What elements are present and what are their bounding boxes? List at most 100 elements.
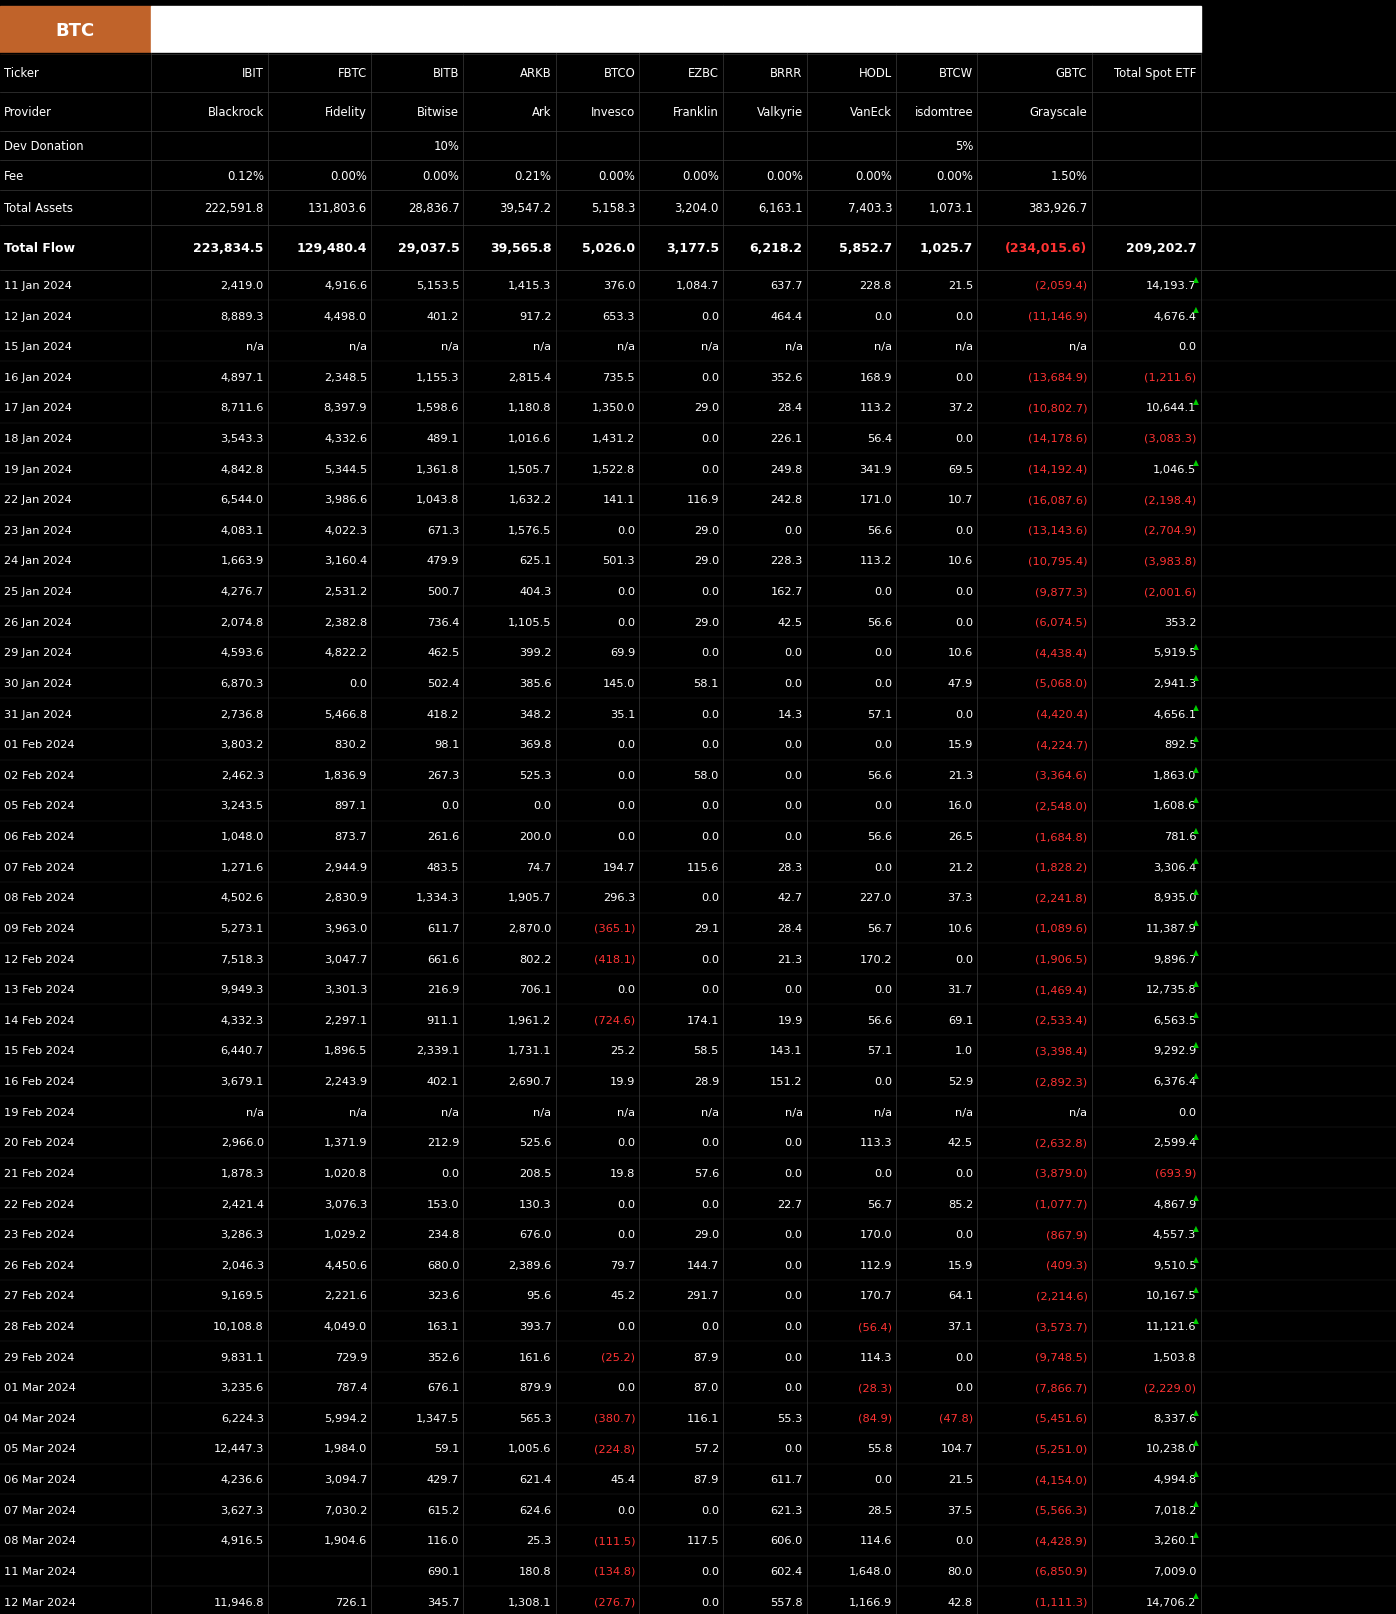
Text: 39,547.2: 39,547.2 (500, 202, 551, 215)
Text: 1,961.2: 1,961.2 (508, 1015, 551, 1025)
Text: 557.8: 557.8 (771, 1596, 803, 1606)
Text: 4,916.5: 4,916.5 (221, 1535, 264, 1545)
Text: 735.5: 735.5 (603, 373, 635, 383)
Text: 208.5: 208.5 (519, 1169, 551, 1178)
Text: 0.00%: 0.00% (599, 169, 635, 182)
Text: 1,020.8: 1,020.8 (324, 1169, 367, 1178)
Text: ▲: ▲ (1194, 305, 1199, 315)
Text: (9,877.3): (9,877.3) (1034, 587, 1087, 597)
Text: 0.0: 0.0 (785, 770, 803, 780)
Text: (2,198.4): (2,198.4) (1145, 495, 1196, 505)
Text: 1,084.7: 1,084.7 (676, 281, 719, 291)
Text: 5,852.7: 5,852.7 (839, 242, 892, 255)
Text: 42.7: 42.7 (778, 893, 803, 902)
Text: 10.6: 10.6 (948, 647, 973, 659)
Text: 369.8: 369.8 (519, 739, 551, 751)
Text: 0.0: 0.0 (617, 1322, 635, 1332)
Text: 42.5: 42.5 (948, 1138, 973, 1148)
Text: 4,897.1: 4,897.1 (221, 373, 264, 383)
Text: 0.0: 0.0 (701, 954, 719, 964)
Text: 22.7: 22.7 (778, 1199, 803, 1209)
Text: 8,889.3: 8,889.3 (221, 312, 264, 321)
Text: 0.0: 0.0 (785, 1230, 803, 1240)
Text: ARKB: ARKB (519, 68, 551, 81)
Text: ▲: ▲ (1194, 1498, 1199, 1507)
Text: 3,177.5: 3,177.5 (666, 242, 719, 255)
Text: 7,009.0: 7,009.0 (1153, 1566, 1196, 1575)
Text: 209,202.7: 209,202.7 (1125, 242, 1196, 255)
Text: Franklin: Franklin (673, 107, 719, 119)
Text: Ark: Ark (532, 107, 551, 119)
Text: 7,518.3: 7,518.3 (221, 954, 264, 964)
Text: 21.5: 21.5 (948, 281, 973, 291)
Text: 0.0: 0.0 (701, 831, 719, 841)
Text: 151.2: 151.2 (771, 1077, 803, 1086)
Text: 227.0: 227.0 (860, 893, 892, 902)
Text: 0.0: 0.0 (617, 1383, 635, 1393)
Text: 35.1: 35.1 (610, 709, 635, 720)
Text: 113.2: 113.2 (860, 404, 892, 413)
Text: 112.9: 112.9 (860, 1261, 892, 1270)
Text: ▲: ▲ (1194, 1407, 1199, 1415)
Text: 228.8: 228.8 (860, 281, 892, 291)
Text: 21.3: 21.3 (778, 954, 803, 964)
Text: 80.0: 80.0 (948, 1566, 973, 1575)
Text: (3,083.3): (3,083.3) (1143, 434, 1196, 444)
Text: 57.1: 57.1 (867, 709, 892, 720)
Text: ▲: ▲ (1194, 1528, 1199, 1538)
Text: 9,896.7: 9,896.7 (1153, 954, 1196, 964)
Text: 0.0: 0.0 (785, 1261, 803, 1270)
Text: 404.3: 404.3 (519, 587, 551, 597)
Text: 0.0: 0.0 (1178, 1107, 1196, 1117)
Text: 385.6: 385.6 (519, 678, 551, 689)
Text: 8,711.6: 8,711.6 (221, 404, 264, 413)
Text: 0.0: 0.0 (701, 709, 719, 720)
Text: 25.2: 25.2 (610, 1046, 635, 1056)
Text: 393.7: 393.7 (519, 1322, 551, 1332)
Text: 565.3: 565.3 (519, 1412, 551, 1424)
Text: 06 Mar 2024: 06 Mar 2024 (4, 1474, 75, 1485)
Text: 376.0: 376.0 (603, 281, 635, 291)
Text: 2,599.4: 2,599.4 (1153, 1138, 1196, 1148)
Text: ▲: ▲ (1194, 763, 1199, 773)
Text: 58.1: 58.1 (694, 678, 719, 689)
Text: (365.1): (365.1) (593, 923, 635, 933)
Text: (16,087.6): (16,087.6) (1027, 495, 1087, 505)
Text: 3,235.6: 3,235.6 (221, 1383, 264, 1393)
Text: 0.0: 0.0 (617, 1230, 635, 1240)
Text: BTCW: BTCW (940, 68, 973, 81)
Text: 3,803.2: 3,803.2 (221, 739, 264, 751)
Text: 0.0: 0.0 (785, 678, 803, 689)
Text: (47.8): (47.8) (940, 1412, 973, 1424)
Text: 0.0: 0.0 (955, 1230, 973, 1240)
Text: 7,018.2: 7,018.2 (1153, 1504, 1196, 1516)
Text: 802.2: 802.2 (519, 954, 551, 964)
Text: n/a: n/a (1069, 1107, 1087, 1117)
Text: 1,904.6: 1,904.6 (324, 1535, 367, 1545)
Text: 21.2: 21.2 (948, 862, 973, 872)
Text: 1,105.5: 1,105.5 (508, 617, 551, 628)
Text: 01 Feb 2024: 01 Feb 2024 (4, 739, 75, 751)
Text: 0.0: 0.0 (785, 1138, 803, 1148)
Text: 116.1: 116.1 (687, 1412, 719, 1424)
Text: 56.6: 56.6 (867, 1015, 892, 1025)
Text: (10,795.4): (10,795.4) (1027, 557, 1087, 567)
Text: 653.3: 653.3 (603, 312, 635, 321)
Text: Total Spot ETF: Total Spot ETF (1114, 68, 1196, 81)
Text: 07 Feb 2024: 07 Feb 2024 (4, 862, 75, 872)
Text: 0.0: 0.0 (785, 985, 803, 994)
Text: (2,704.9): (2,704.9) (1145, 526, 1196, 536)
Text: Dev Donation: Dev Donation (4, 140, 84, 153)
Text: 3,094.7: 3,094.7 (324, 1474, 367, 1485)
Text: 621.4: 621.4 (519, 1474, 551, 1485)
Text: 161.6: 161.6 (519, 1353, 551, 1362)
Text: 9,292.9: 9,292.9 (1153, 1046, 1196, 1056)
Text: 37.5: 37.5 (948, 1504, 973, 1516)
Text: BRRR: BRRR (771, 68, 803, 81)
Text: 87.0: 87.0 (694, 1383, 719, 1393)
Text: 21.3: 21.3 (948, 770, 973, 780)
Text: 212.9: 212.9 (427, 1138, 459, 1148)
Text: 1,350.0: 1,350.0 (592, 404, 635, 413)
Text: 29.0: 29.0 (694, 404, 719, 413)
Text: (1,077.7): (1,077.7) (1034, 1199, 1087, 1209)
